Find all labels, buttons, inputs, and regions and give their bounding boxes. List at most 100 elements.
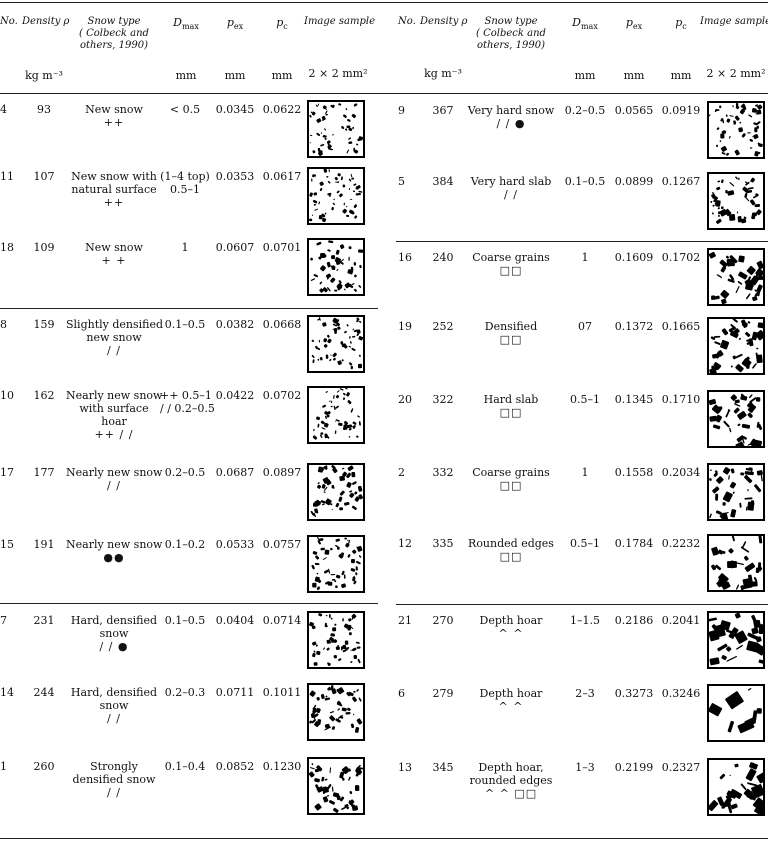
snow-type-symbol: / / xyxy=(107,786,121,799)
grain xyxy=(350,173,353,178)
grain xyxy=(757,322,763,329)
row-number: 10 xyxy=(0,389,14,402)
row-pc: 0.1230 xyxy=(262,760,302,773)
grain xyxy=(720,133,725,139)
grain xyxy=(316,572,319,575)
col-pc-header: pc xyxy=(262,16,302,33)
snow-type-symbol: / / xyxy=(504,188,518,201)
grain xyxy=(356,767,363,770)
grain xyxy=(333,394,335,399)
grain xyxy=(740,218,747,224)
grain xyxy=(328,240,334,244)
col-type-header-l2: ( Colbeck and xyxy=(79,28,149,39)
unit-pex: mm xyxy=(224,69,246,82)
grain xyxy=(311,214,314,216)
grain xyxy=(351,347,356,351)
grain xyxy=(750,402,755,407)
row-density: 231 xyxy=(33,614,55,627)
snow-type-symbol: / / xyxy=(107,712,121,725)
grain xyxy=(351,616,354,620)
grain xyxy=(729,774,731,777)
grain xyxy=(744,497,753,500)
col-dmax-symbol: D xyxy=(173,16,182,29)
grain xyxy=(320,547,325,551)
snow-type-line: Densified xyxy=(484,320,538,333)
grain xyxy=(719,140,722,142)
grain xyxy=(339,244,345,249)
grain xyxy=(324,723,330,729)
grain xyxy=(319,288,324,293)
row-number: 21 xyxy=(398,614,412,627)
grain xyxy=(347,119,349,121)
row-snow-type: Nearly new snow ●● xyxy=(66,538,162,564)
grain xyxy=(755,636,762,643)
grain xyxy=(335,538,340,542)
grain xyxy=(309,690,316,697)
row-density: 177 xyxy=(33,466,55,479)
grain xyxy=(328,568,331,574)
grain xyxy=(719,773,726,780)
grain xyxy=(332,323,338,327)
col-dmax-symbol: D xyxy=(572,16,581,29)
grain xyxy=(329,614,331,618)
grain xyxy=(321,115,326,121)
grain xyxy=(353,426,356,429)
row-density: 260 xyxy=(33,760,55,773)
grain xyxy=(325,695,328,698)
grain xyxy=(336,190,340,194)
unit-image: 2 × 2 mm² xyxy=(706,67,766,80)
col-pex-sub: ex xyxy=(233,22,244,32)
grain xyxy=(727,278,735,283)
row-snow-type: Rounded edges □□ xyxy=(462,537,560,563)
grain xyxy=(312,582,317,588)
grain xyxy=(322,404,327,408)
grain xyxy=(359,264,362,269)
grain xyxy=(347,554,351,558)
image-sample xyxy=(307,167,365,225)
grain xyxy=(311,354,315,359)
grain xyxy=(720,339,730,350)
grain xyxy=(314,778,320,783)
grain xyxy=(754,803,763,814)
grain xyxy=(718,406,723,410)
grain xyxy=(715,218,722,224)
grain xyxy=(339,388,344,391)
grain xyxy=(314,208,319,211)
grain xyxy=(714,470,718,474)
grain xyxy=(342,644,346,650)
grain xyxy=(346,392,350,397)
grain xyxy=(352,576,356,582)
grain xyxy=(730,365,733,368)
grain xyxy=(331,400,333,404)
grain xyxy=(741,133,746,138)
grain xyxy=(309,767,315,770)
grain xyxy=(331,465,336,470)
grain xyxy=(734,403,741,407)
grain xyxy=(358,697,362,702)
grain xyxy=(318,215,323,220)
grain xyxy=(744,192,748,198)
row-dmax: ++ 0.5–1/ / 0.2–0.5 xyxy=(160,389,215,415)
snow-type-symbol: ^ ^ □□ xyxy=(484,787,538,800)
grain xyxy=(317,358,320,361)
grain xyxy=(749,138,754,142)
dmax-line: 1–3 xyxy=(575,761,595,774)
row-pex: 0.0533 xyxy=(215,538,255,551)
grain xyxy=(748,467,752,470)
grain xyxy=(318,538,324,542)
grain xyxy=(324,137,327,140)
grain xyxy=(350,365,354,370)
grain xyxy=(336,319,340,323)
grain xyxy=(309,142,311,144)
grain xyxy=(724,208,732,217)
unit-density: kg m⁻³ xyxy=(424,67,462,80)
dmax-line: < 0.5 xyxy=(169,103,201,116)
grain xyxy=(343,288,346,291)
row-number: 13 xyxy=(398,761,412,774)
grain xyxy=(327,287,331,292)
snow-type-line: with surface xyxy=(79,402,149,415)
grain xyxy=(337,173,341,177)
grain xyxy=(326,334,330,338)
grain xyxy=(713,199,717,202)
grain xyxy=(351,283,355,285)
